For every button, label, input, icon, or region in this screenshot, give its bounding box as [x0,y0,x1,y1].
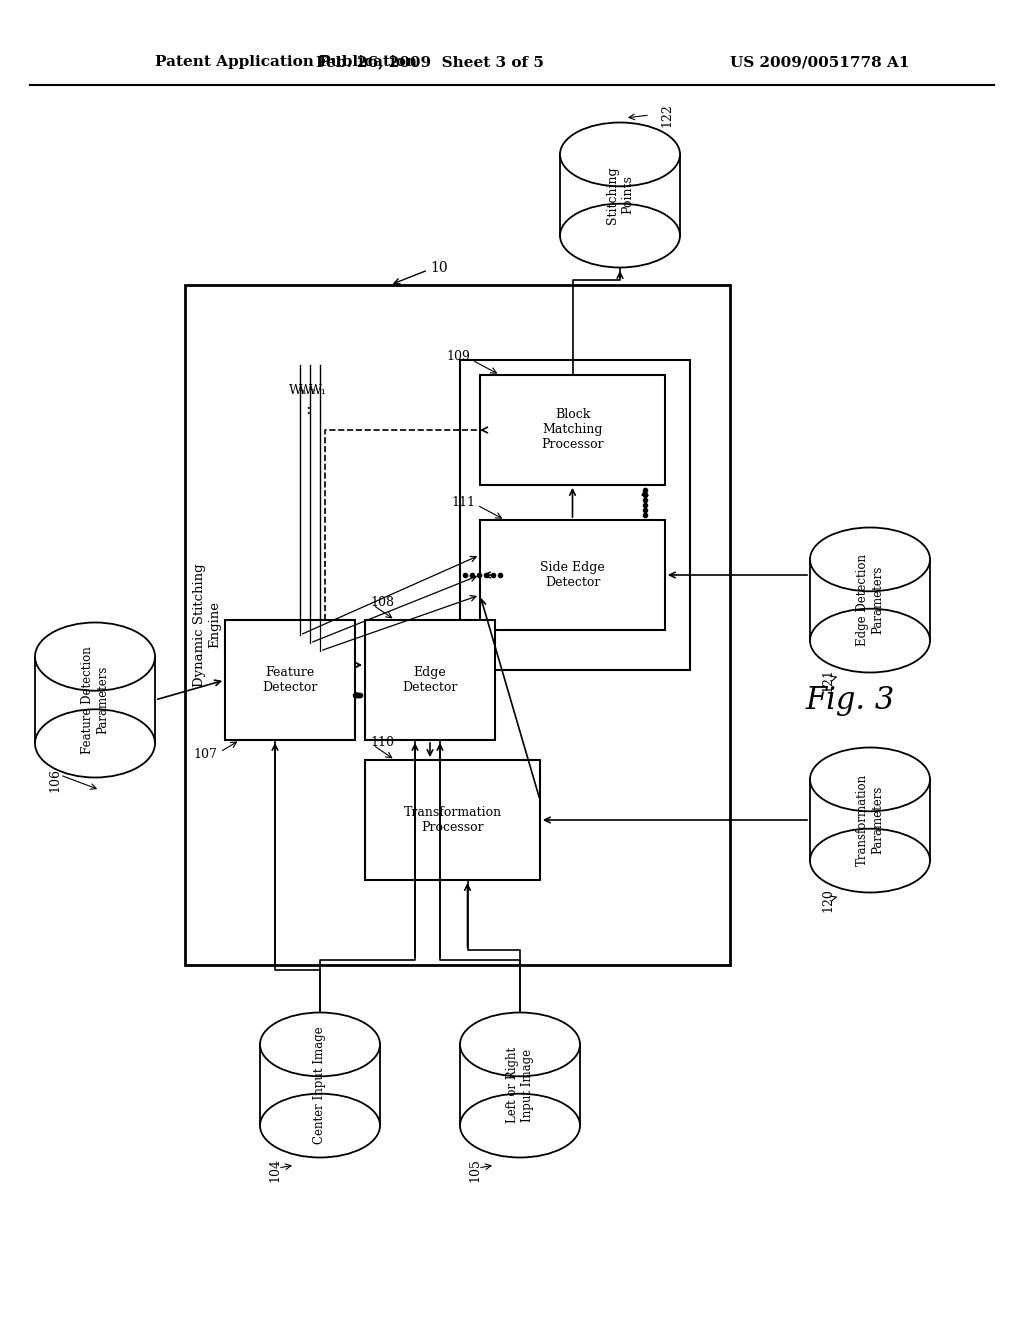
Ellipse shape [810,829,930,892]
Text: Transformation
Processor: Transformation Processor [403,807,502,834]
Bar [480,520,665,630]
Text: 111: 111 [451,495,475,508]
Text: Transformation
Parameters: Transformation Parameters [856,774,884,866]
Bar [260,1044,380,1126]
Text: W₂: W₂ [299,384,317,396]
Text: Edge Detection
Parameters: Edge Detection Parameters [856,554,884,645]
Text: 122: 122 [660,103,673,127]
Ellipse shape [35,623,155,690]
Text: W₁: W₁ [309,384,327,396]
Ellipse shape [810,528,930,591]
Text: 106: 106 [48,768,61,792]
Bar [365,620,495,741]
Bar [365,760,540,880]
Bar [460,1044,580,1126]
Ellipse shape [560,203,680,268]
Bar [810,779,930,861]
Text: Patent Application Publication: Patent Application Publication [155,55,417,69]
Bar [810,560,930,640]
Ellipse shape [810,609,930,672]
Text: Feature
Detector: Feature Detector [262,667,317,694]
Text: Center Input Image: Center Input Image [313,1026,327,1144]
Text: 109: 109 [446,351,470,363]
Text: Side Edge
Detector: Side Edge Detector [540,561,605,589]
Text: US 2009/0051778 A1: US 2009/0051778 A1 [730,55,909,69]
Text: 110: 110 [370,735,394,748]
Text: Edge
Detector: Edge Detector [402,667,458,694]
Text: Dynamic Stitching
Engine: Dynamic Stitching Engine [193,564,221,686]
Ellipse shape [35,709,155,777]
Text: Fig. 3: Fig. 3 [805,685,895,715]
Ellipse shape [810,747,930,812]
Text: :: : [305,401,311,418]
Bar [560,154,680,235]
Text: Wₙ: Wₙ [289,384,307,396]
Ellipse shape [260,1012,380,1076]
Text: 108: 108 [370,595,394,609]
Text: Stitching
Points: Stitching Points [606,166,634,224]
Ellipse shape [460,1012,580,1076]
Bar [35,656,155,743]
Text: Block
Matching
Processor: Block Matching Processor [542,408,604,451]
Ellipse shape [260,1094,380,1158]
Text: 10: 10 [430,261,447,275]
Text: Feature Detection
Parameters: Feature Detection Parameters [81,645,109,754]
Text: 120: 120 [821,888,835,912]
Text: Left or Right
Input Image: Left or Right Input Image [506,1047,534,1123]
Text: 105: 105 [469,1158,481,1181]
Text: 104: 104 [268,1158,282,1181]
Text: 107: 107 [194,748,217,762]
Text: Feb. 26, 2009  Sheet 3 of 5: Feb. 26, 2009 Sheet 3 of 5 [316,55,544,69]
Text: 121: 121 [821,668,835,692]
Bar [225,620,355,741]
Bar [480,375,665,484]
Bar [460,360,690,671]
Ellipse shape [460,1094,580,1158]
Bar [185,285,730,965]
Ellipse shape [560,123,680,186]
